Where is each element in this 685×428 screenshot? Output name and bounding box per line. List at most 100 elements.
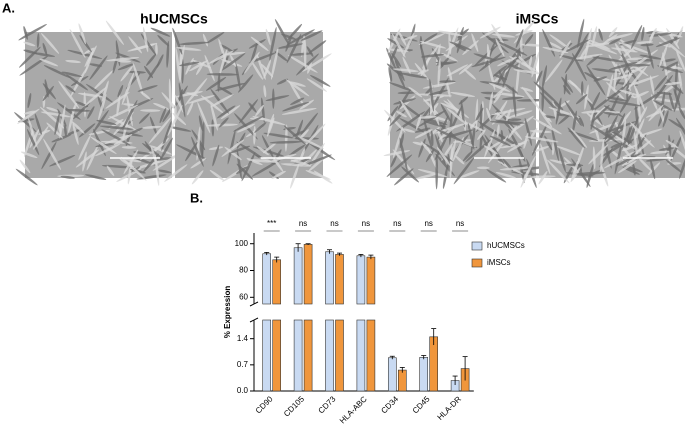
cell [559, 54, 584, 62]
cell [64, 124, 67, 137]
cell [649, 75, 655, 95]
cell [494, 119, 521, 126]
cell [541, 86, 545, 112]
cell [398, 72, 428, 79]
cell [142, 26, 149, 53]
cell [280, 163, 312, 167]
cell [162, 106, 173, 123]
cell [236, 141, 265, 161]
cell [619, 89, 639, 96]
cell [69, 28, 86, 59]
cell [535, 70, 543, 85]
cell [511, 115, 534, 133]
cell [670, 135, 683, 162]
cell [221, 139, 245, 157]
cell [58, 80, 80, 109]
cell [151, 146, 158, 167]
cell [603, 151, 636, 169]
cell [591, 90, 619, 112]
cell [65, 74, 89, 91]
cell [309, 40, 327, 54]
cell [263, 132, 294, 139]
cell [106, 57, 140, 62]
legend-label: iMSCs [487, 258, 511, 267]
x-tick-label: CD45 [411, 394, 432, 415]
cell [658, 147, 675, 151]
cell [51, 134, 72, 143]
significance: ns [456, 219, 464, 228]
cell [423, 33, 438, 42]
cell [446, 107, 468, 126]
cell [508, 123, 523, 140]
cell [296, 53, 319, 76]
cell [607, 100, 641, 107]
cell [446, 27, 459, 61]
cell [572, 53, 603, 60]
bar [293, 319, 303, 392]
cell [46, 107, 59, 112]
cell [634, 105, 639, 129]
cell [613, 63, 618, 92]
significance: ns [330, 219, 338, 228]
cell [206, 73, 239, 76]
cell [615, 61, 630, 87]
cell [491, 107, 526, 116]
cell [265, 28, 271, 46]
cell [160, 137, 173, 161]
cell [120, 156, 147, 181]
cell [664, 81, 682, 86]
cell [417, 110, 446, 128]
bar [419, 357, 429, 392]
cell [96, 119, 117, 125]
cell [65, 59, 81, 63]
cell [174, 104, 177, 119]
cell [559, 40, 571, 59]
cell [634, 118, 645, 140]
cell [631, 24, 643, 49]
cell [441, 53, 458, 62]
cell [577, 18, 585, 48]
cell [43, 138, 62, 170]
cell [310, 75, 331, 87]
cell [205, 32, 225, 45]
cell [33, 125, 49, 150]
cell [598, 28, 603, 41]
cell [564, 100, 582, 127]
cell [399, 117, 425, 133]
cell [447, 67, 453, 82]
cell [496, 124, 500, 137]
cell [455, 155, 465, 165]
cell [678, 106, 685, 120]
cell [532, 145, 550, 153]
cell [513, 69, 545, 75]
cell [269, 140, 303, 144]
cell [547, 159, 570, 184]
cell [60, 175, 75, 179]
cell [621, 124, 634, 149]
cell [256, 54, 266, 80]
cell [137, 85, 158, 92]
cell [101, 129, 131, 146]
cell [84, 48, 94, 74]
cell [179, 61, 200, 67]
cell [428, 89, 448, 96]
cell [255, 104, 264, 117]
cell [205, 76, 227, 91]
bar [303, 319, 313, 392]
cell [123, 149, 139, 175]
cell [604, 114, 618, 141]
cell [499, 167, 529, 171]
cell [107, 104, 139, 120]
cell [656, 91, 673, 95]
cell [614, 142, 623, 175]
cell [386, 63, 402, 77]
cell [20, 151, 38, 159]
cell [179, 41, 209, 45]
cell [608, 38, 621, 45]
cell [606, 96, 628, 102]
cell [251, 62, 264, 80]
cell [117, 63, 135, 71]
cell [142, 125, 162, 129]
cell [396, 111, 407, 118]
